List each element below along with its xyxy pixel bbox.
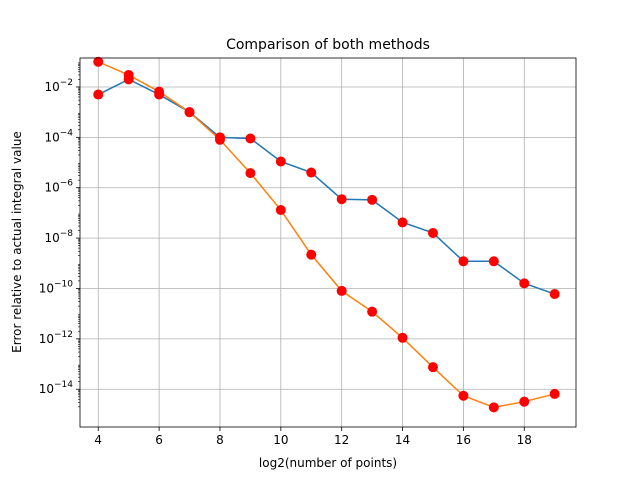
series-2-point [427,362,438,373]
series-1-point [519,278,530,289]
series-1-point [458,256,469,267]
y-tick-label: 10−8 [44,229,73,245]
y-tick-label: 10−2 [44,78,73,94]
series-2-point [306,249,317,260]
series-1-point [367,194,378,205]
series-2-point [336,285,347,296]
y-tick-label: 10−12 [39,330,73,346]
series-2-point [519,396,530,407]
series-2-point [245,168,256,179]
series-2-point [458,390,469,401]
series-1-point [93,89,104,100]
y-axis-ticks: 10−2 10−4 10−6 10−8 10−10 10−12 10−14 [39,62,80,408]
x-tick-label: 10 [273,433,288,447]
y-tick-label: 10−4 [44,128,73,144]
y-tick-label: 10−6 [44,179,73,195]
series-1-point [245,133,256,144]
y-axis-label: Error relative to actual integral value [10,131,24,353]
series-2-point [123,69,134,80]
series-1-line [97,78,555,295]
x-tick-label: 18 [517,433,532,447]
x-axis-ticks: 4 6 8 10 12 14 16 18 [94,427,532,447]
series-1-point [549,289,560,300]
series-1-point [275,156,286,167]
series-1-point [427,227,438,238]
series-2-point [275,205,286,216]
grid [80,58,576,427]
series-2-line [97,61,555,409]
series-2-point [184,107,195,118]
series-1-point [306,167,317,178]
series-1-point [397,217,408,228]
chart-title: Comparison of both methods [226,37,430,53]
x-tick-label: 12 [334,433,349,447]
series-2-point [549,388,560,399]
x-tick-label: 14 [395,433,410,447]
y-tick-label: 10−10 [39,279,74,295]
series-2-point [397,332,408,343]
plot-frame [79,57,577,428]
x-tick-label: 6 [155,433,163,447]
series-2-point [367,306,378,317]
series-2-point [214,134,225,145]
series-2-point [93,56,104,67]
series-2-point [488,402,499,413]
series-layer [93,56,560,413]
series-1-point [336,194,347,205]
x-axis-label: log2(number of points) [259,456,397,470]
series-1-point [488,256,499,267]
x-tick-label: 16 [456,433,471,447]
y-tick-label: 10−14 [39,380,74,396]
series-2-point [154,86,165,97]
x-tick-label: 8 [216,433,224,447]
x-tick-label: 4 [94,433,102,447]
